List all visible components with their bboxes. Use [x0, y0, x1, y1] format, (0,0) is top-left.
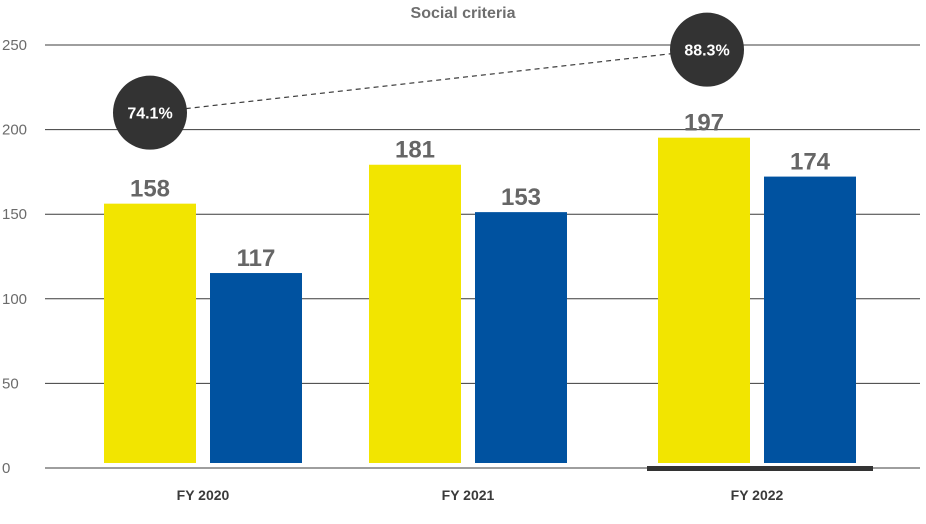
data-label: 174: [790, 149, 831, 176]
bar: [210, 273, 302, 463]
y-tick-label: 200: [2, 122, 27, 139]
bar: [658, 137, 750, 463]
x-tick-label: FY 2021: [442, 487, 495, 503]
ratio-label: 88.3%: [684, 43, 729, 60]
y-tick-label: 0: [2, 460, 10, 477]
highlight-layer: [647, 466, 873, 471]
data-label: 158: [130, 176, 170, 203]
trend-line: [149, 49, 708, 114]
ratio-label: 74.1%: [127, 106, 172, 123]
bar: [475, 212, 567, 463]
x-tick-label: FY 2022: [731, 487, 784, 503]
data-label: 153: [501, 184, 541, 211]
bar: [764, 176, 856, 464]
data-label: 181: [395, 137, 435, 164]
ratio-bubble: [670, 12, 744, 87]
x-tick-label: FY 2020: [177, 487, 230, 503]
y-tick-label: 250: [2, 37, 27, 54]
data-label: 117: [237, 245, 276, 272]
y-tick-label: 150: [2, 206, 27, 223]
x-axis-ticks: FY 2020 FY 2021 FY 2022: [177, 487, 784, 503]
ratio-annotations: 74.1% 88.3%: [113, 12, 744, 150]
bars: [104, 137, 856, 464]
y-tick-label: 100: [2, 291, 27, 308]
bar: [369, 164, 461, 464]
data-labels: 158 181 197 117 153 174: [130, 110, 831, 272]
highlight-marker: [647, 466, 873, 471]
ratio-bubble: [113, 75, 187, 150]
data-label: 197: [684, 110, 724, 137]
chart-title: Social criteria: [411, 5, 516, 22]
y-tick-label: 50: [2, 375, 19, 392]
bar: [104, 203, 196, 463]
y-axis-ticks: 0 50 100 150 200 250: [2, 37, 27, 477]
